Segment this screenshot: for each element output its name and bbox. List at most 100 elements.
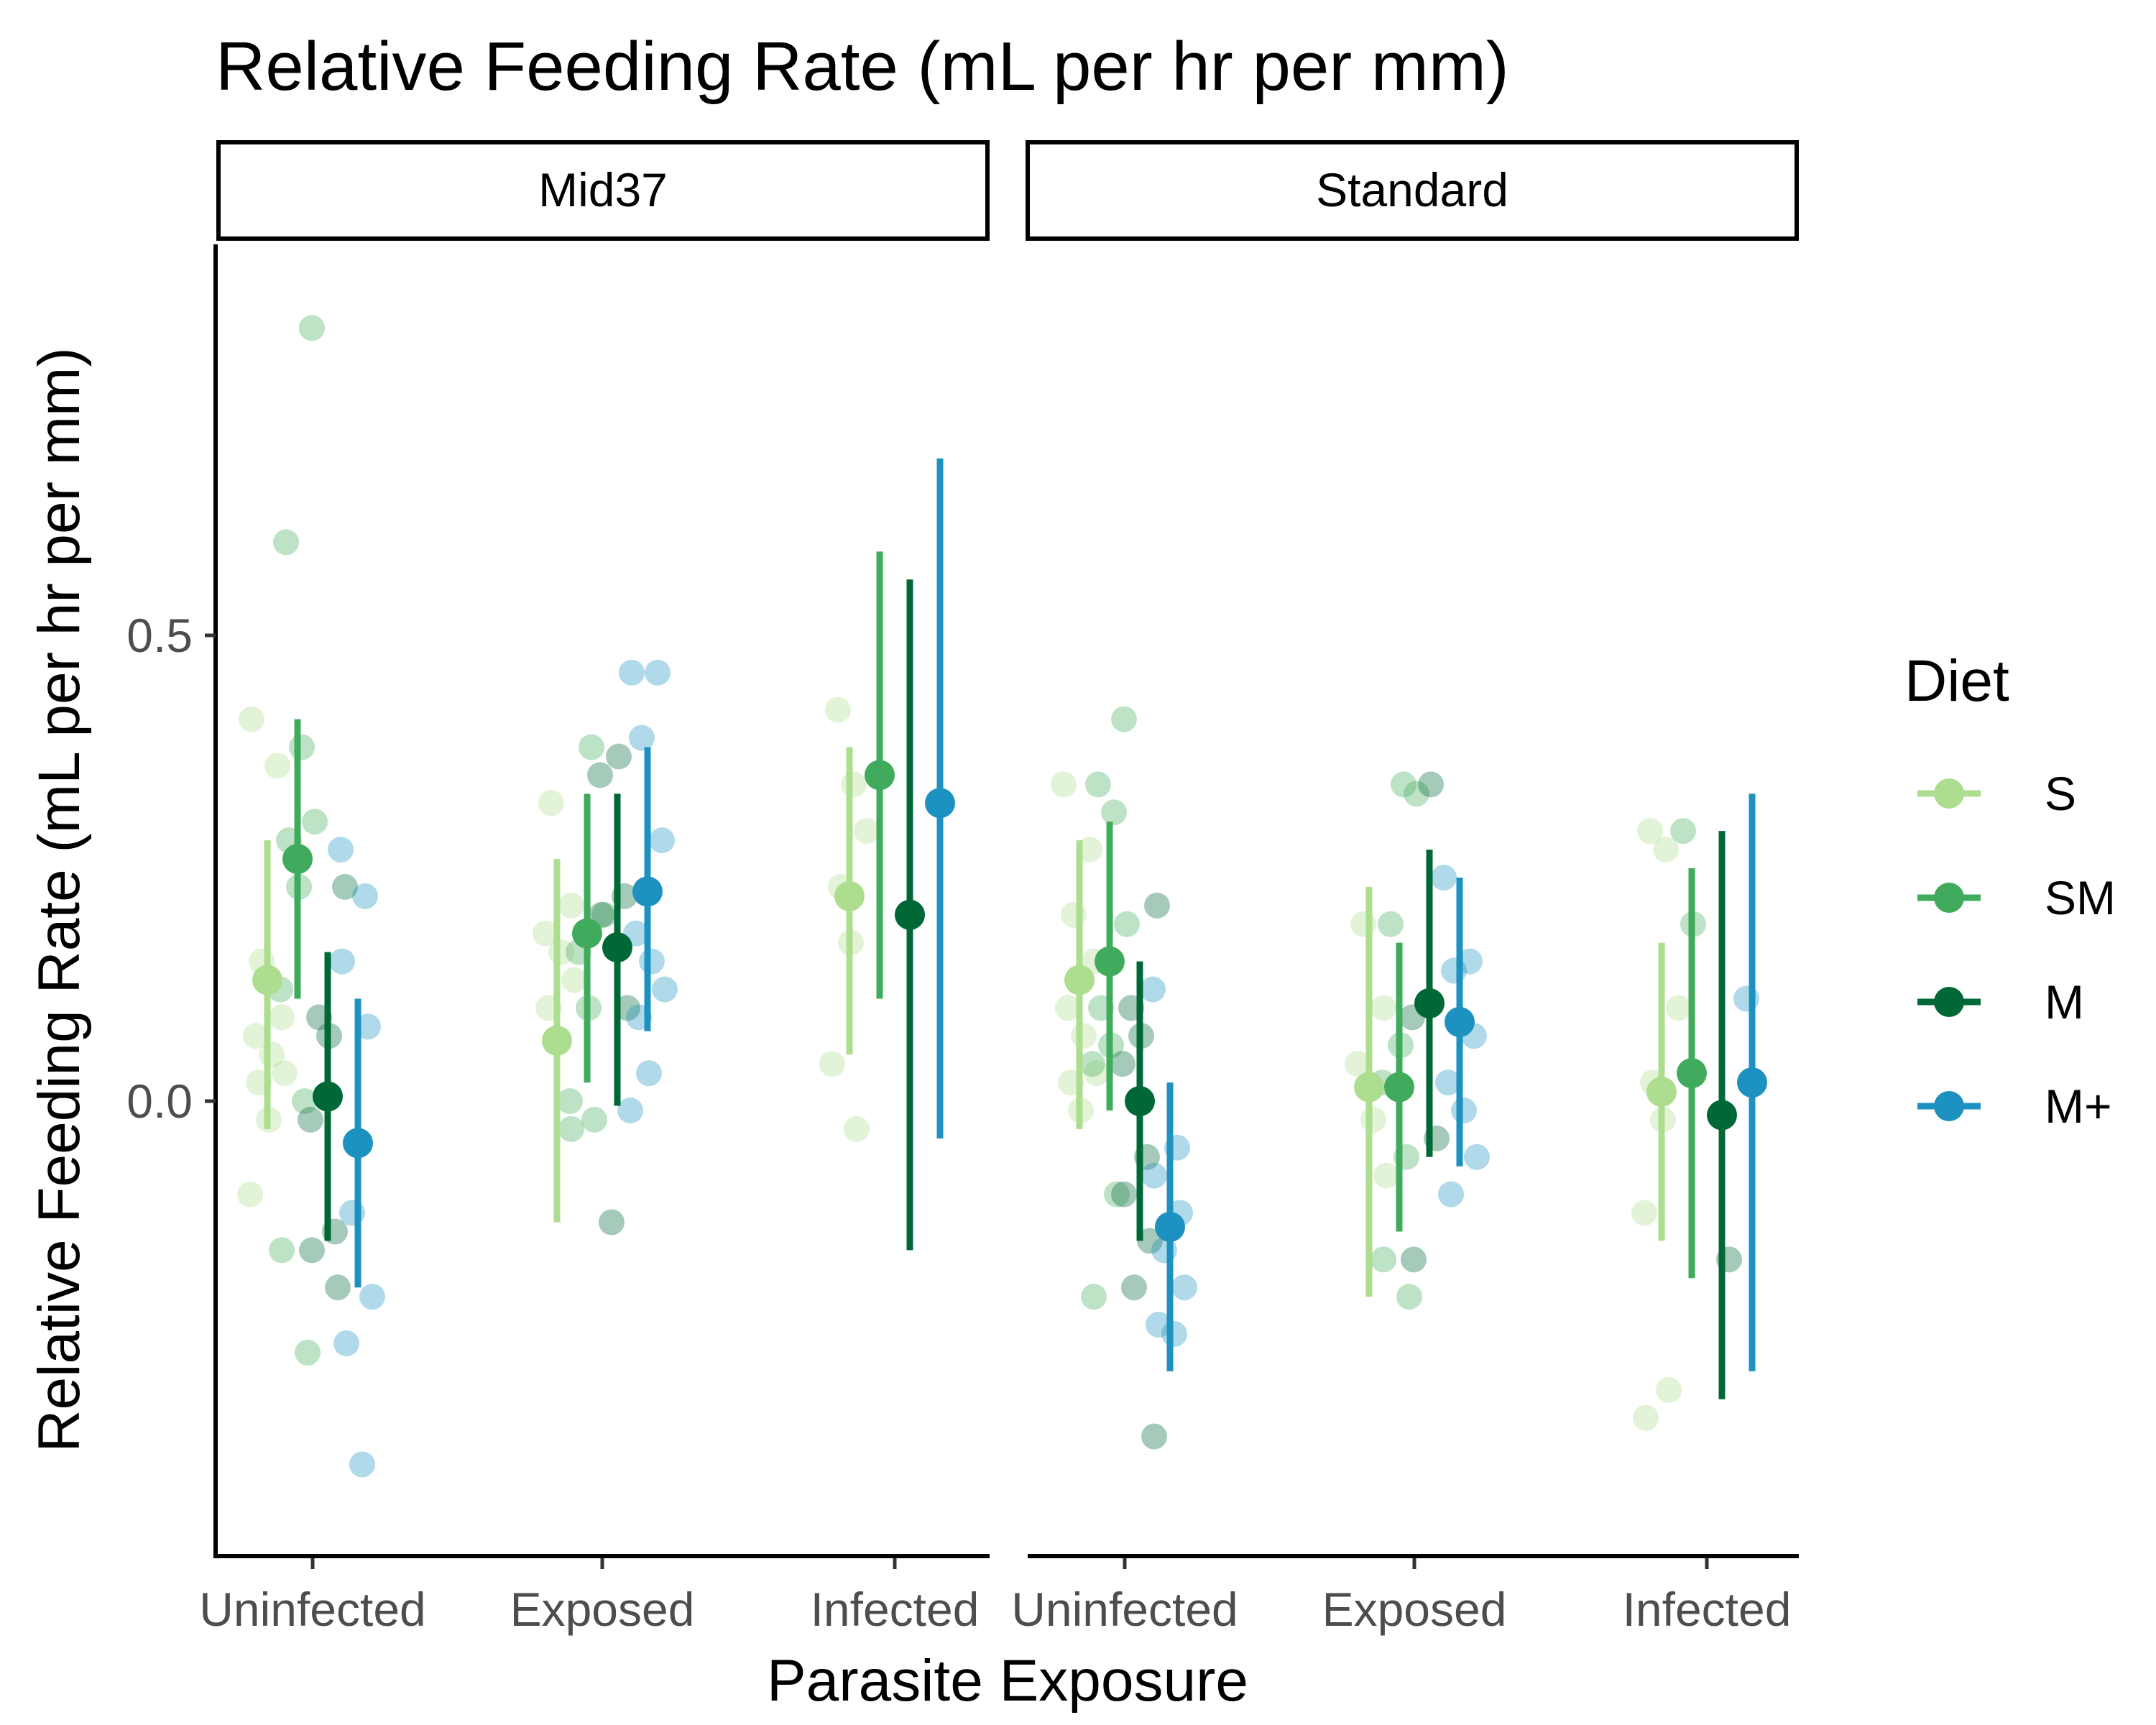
- legend-title: Diet: [1904, 648, 2009, 714]
- legend-label-s: S: [2045, 767, 2076, 820]
- x-tick-label: Infected: [1623, 1583, 1792, 1636]
- raw-point-m-plus: [649, 827, 675, 854]
- mean-point-sm: [865, 760, 895, 791]
- raw-point-s: [1084, 1060, 1110, 1087]
- mean-point-sm: [572, 918, 602, 949]
- raw-point-s: [1653, 837, 1679, 863]
- raw-point-s: [264, 753, 290, 779]
- x-tick-label: Infected: [811, 1583, 980, 1636]
- raw-point-s: [269, 1004, 295, 1031]
- raw-point-sm: [295, 1339, 321, 1366]
- facet-strip-standard: Standard: [1026, 140, 1799, 241]
- raw-point-s: [1061, 901, 1087, 928]
- raw-point-m: [299, 1237, 325, 1264]
- mean-point-m: [895, 899, 925, 930]
- raw-point-s: [1373, 1162, 1399, 1189]
- raw-point-s: [819, 1051, 845, 1077]
- raw-point-m: [332, 873, 358, 900]
- x-tick-label: Uninfected: [1011, 1583, 1238, 1636]
- mean-point-m: [1707, 1100, 1737, 1131]
- raw-point-m-plus: [1141, 1162, 1167, 1189]
- raw-point-m-plus: [636, 1060, 662, 1087]
- raw-point-m-plus: [652, 976, 678, 1003]
- raw-point-s: [854, 818, 880, 845]
- facet-strip-mid37: Mid37: [216, 140, 990, 241]
- raw-point-s: [1051, 771, 1077, 798]
- raw-point-m: [1137, 1228, 1163, 1254]
- facet-label-standard: Standard: [1316, 163, 1508, 216]
- mean-point-sm: [1384, 1072, 1414, 1103]
- raw-point-sm: [1396, 1284, 1422, 1310]
- raw-point-m-plus: [1435, 1070, 1461, 1096]
- raw-point-sm: [1670, 818, 1696, 845]
- y-tick-label: 0.0: [126, 1075, 193, 1128]
- chart-title: Relative Feeding Rate (mL per hr per mm): [216, 28, 1509, 105]
- raw-point-m-plus: [1161, 1321, 1187, 1347]
- raw-point-s: [239, 706, 264, 732]
- mean-point-sm: [1095, 946, 1125, 977]
- mean-point-m-plus: [1445, 1006, 1475, 1037]
- raw-point-s: [1055, 995, 1081, 1021]
- raw-point-m-plus: [1451, 1097, 1477, 1123]
- mean-point-s: [1646, 1077, 1677, 1108]
- raw-point-s: [1656, 1376, 1682, 1403]
- raw-point-s: [1350, 911, 1376, 937]
- mean-point-m: [1125, 1086, 1155, 1116]
- raw-point-sm: [1079, 1051, 1105, 1077]
- raw-point-m-plus: [329, 948, 355, 975]
- facet-label-mid37: Mid37: [538, 163, 668, 216]
- legend-label-sm: SM: [2045, 871, 2116, 924]
- y-tick-label: 0.5: [126, 609, 193, 662]
- raw-point-s: [825, 696, 851, 723]
- raw-point-m-plus: [1457, 948, 1483, 975]
- raw-point-sm: [1378, 911, 1404, 937]
- mean-point-m: [602, 932, 632, 963]
- x-tick-label: Exposed: [510, 1583, 695, 1636]
- legend-key-point-s: [1934, 778, 1964, 809]
- raw-point-m-plus: [645, 659, 671, 686]
- mean-point-s: [834, 880, 865, 911]
- mean-point-sm: [282, 844, 313, 875]
- raw-point-m: [614, 995, 640, 1021]
- x-axis-title: Parasite Exposure: [767, 1648, 1248, 1714]
- mean-point-m: [313, 1081, 343, 1112]
- mean-point-m-plus: [343, 1128, 373, 1159]
- raw-point-m-plus: [617, 1097, 643, 1123]
- y-axis-title: Relative Feeding Rate (mL per hr per mm): [27, 347, 92, 1452]
- legend-label-m: M: [2045, 975, 2084, 1029]
- raw-point-sm: [1085, 771, 1111, 798]
- raw-point-m: [298, 1106, 323, 1133]
- mean-point-sm: [1677, 1058, 1707, 1089]
- axes: 0.0 0.5 Uninfected Exposed Infected Uninfecte…: [126, 244, 1799, 1636]
- raw-point-s: [844, 1116, 870, 1142]
- raw-point-m-plus: [619, 659, 645, 686]
- raw-point-s: [272, 1060, 298, 1087]
- raw-point-sm: [1391, 771, 1416, 798]
- raw-point-s: [243, 1023, 269, 1049]
- raw-point-m: [1144, 892, 1170, 919]
- plot-marks: [237, 315, 1767, 1478]
- raw-point-sm: [269, 1237, 295, 1264]
- mean-point-s: [1354, 1072, 1384, 1103]
- raw-point-m: [325, 1274, 351, 1301]
- raw-point-m-plus: [1146, 1312, 1171, 1338]
- raw-point-m-plus: [1441, 957, 1467, 984]
- raw-point-sm: [579, 734, 604, 760]
- x-tick-label: Uninfected: [199, 1583, 426, 1636]
- raw-point-sm: [558, 1116, 584, 1142]
- raw-point-sm: [591, 901, 617, 928]
- raw-point-m-plus: [1171, 1274, 1197, 1301]
- legend-key-point-m: [1934, 987, 1964, 1017]
- mean-point-m-plus: [925, 788, 955, 819]
- raw-point-s: [1360, 1106, 1386, 1133]
- raw-point-s: [841, 771, 867, 798]
- raw-point-s: [533, 920, 558, 947]
- raw-point-m-plus: [1438, 1181, 1464, 1208]
- raw-point-m-plus: [359, 1284, 385, 1310]
- legend: Diet S SM M M+: [1904, 648, 2116, 1133]
- legend-label-m-plus: M+: [2045, 1080, 2112, 1133]
- raw-point-m-plus: [1431, 864, 1457, 891]
- raw-point-m: [587, 762, 613, 788]
- raw-point-m: [599, 1209, 625, 1236]
